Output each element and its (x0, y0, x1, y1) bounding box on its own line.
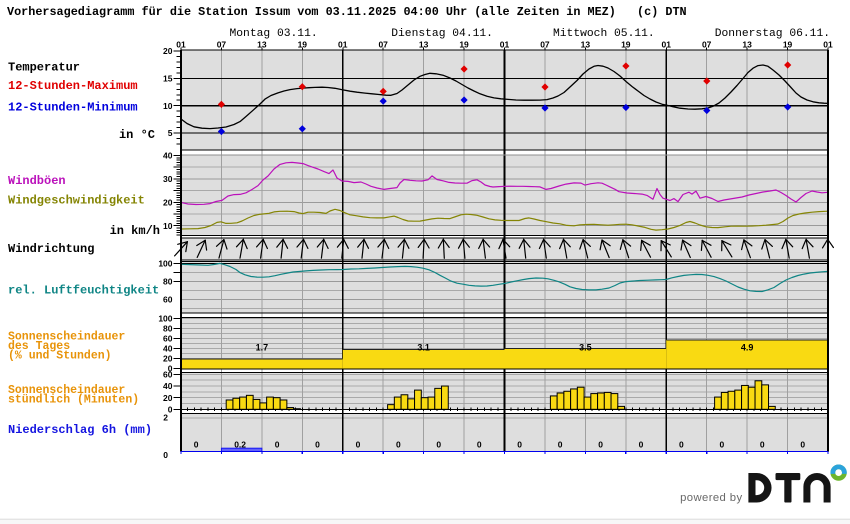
svg-text:stündlich (Minuten): stündlich (Minuten) (8, 394, 139, 407)
svg-text:0: 0 (315, 439, 320, 449)
svg-text:60: 60 (163, 370, 173, 380)
svg-text:0: 0 (168, 404, 173, 414)
svg-text:Temperatur: Temperatur (8, 61, 80, 75)
svg-text:Windrichtung: Windrichtung (8, 242, 94, 256)
svg-text:10: 10 (163, 101, 173, 111)
svg-text:3.5: 3.5 (579, 343, 592, 353)
svg-text:4.9: 4.9 (741, 343, 754, 353)
svg-text:100: 100 (158, 258, 172, 268)
svg-text:(% und Stunden): (% und Stunden) (8, 350, 112, 363)
svg-text:0: 0 (356, 439, 361, 449)
svg-text:10: 10 (163, 221, 173, 231)
svg-text:01: 01 (823, 39, 833, 49)
svg-text:Niederschlag 6h (mm): Niederschlag 6h (mm) (8, 423, 152, 437)
svg-text:19: 19 (783, 39, 793, 49)
svg-text:Vorhersagediagramm für die Sta: Vorhersagediagramm für die Station Issum… (7, 5, 687, 19)
svg-text:Windböen: Windböen (8, 174, 66, 188)
svg-text:40: 40 (163, 151, 173, 161)
svg-text:12-Stunden-Minimum: 12-Stunden-Minimum (8, 101, 138, 115)
svg-text:Mittwoch 05.11.: Mittwoch 05.11. (553, 28, 655, 40)
svg-text:0: 0 (168, 364, 173, 374)
svg-text:Windgeschwindigkeit: Windgeschwindigkeit (8, 194, 145, 208)
svg-text:in °C: in °C (119, 128, 155, 142)
svg-text:20: 20 (163, 393, 173, 403)
svg-text:0: 0 (800, 439, 805, 449)
svg-text:30: 30 (163, 174, 173, 184)
svg-text:100: 100 (158, 314, 172, 324)
svg-text:0: 0 (760, 439, 765, 449)
svg-text:80: 80 (163, 277, 173, 287)
svg-text:1.7: 1.7 (256, 343, 269, 353)
svg-text:powered by: powered by (680, 492, 742, 504)
svg-text:13: 13 (581, 39, 591, 49)
svg-text:01: 01 (500, 39, 510, 49)
svg-text:0: 0 (639, 439, 644, 449)
svg-text:80: 80 (163, 324, 173, 334)
svg-text:60: 60 (163, 295, 173, 305)
svg-text:0: 0 (558, 439, 563, 449)
svg-text:Sonnenscheindauer: Sonnenscheindauer (8, 384, 125, 397)
svg-text:Sonnenscheindauer: Sonnenscheindauer (8, 331, 125, 344)
svg-text:5: 5 (168, 128, 173, 138)
svg-text:40: 40 (163, 381, 173, 391)
svg-text:in km/h: in km/h (110, 224, 160, 238)
svg-text:Donnerstag 06.11.: Donnerstag 06.11. (715, 28, 830, 40)
svg-text:07: 07 (378, 39, 388, 49)
svg-text:07: 07 (702, 39, 712, 49)
svg-text:20: 20 (163, 46, 173, 56)
svg-text:19: 19 (459, 39, 469, 49)
svg-text:rel. Luftfeuchtigkeit: rel. Luftfeuchtigkeit (8, 284, 159, 298)
svg-text:13: 13 (257, 39, 267, 49)
svg-text:0: 0 (679, 439, 684, 449)
svg-text:40: 40 (163, 344, 173, 354)
svg-text:des Tages: des Tages (8, 340, 70, 353)
svg-text:0: 0 (396, 439, 401, 449)
svg-text:0: 0 (275, 439, 280, 449)
svg-text:0: 0 (436, 439, 441, 449)
svg-text:12-Stunden-Maximum: 12-Stunden-Maximum (8, 79, 138, 93)
svg-text:0: 0 (517, 439, 522, 449)
svg-text:15: 15 (163, 73, 173, 83)
svg-text:3.1: 3.1 (417, 343, 430, 353)
svg-text:01: 01 (662, 39, 672, 49)
svg-text:01: 01 (176, 39, 186, 49)
svg-text:19: 19 (621, 39, 631, 49)
svg-text:Dienstag 04.11.: Dienstag 04.11. (391, 28, 493, 40)
svg-text:2: 2 (163, 413, 168, 423)
svg-text:13: 13 (419, 39, 429, 49)
svg-text:19: 19 (298, 39, 308, 49)
svg-text:01: 01 (338, 39, 348, 49)
svg-text:20: 20 (163, 354, 173, 364)
svg-text:0: 0 (477, 439, 482, 449)
svg-text:0: 0 (598, 439, 603, 449)
svg-text:07: 07 (540, 39, 550, 49)
svg-text:0.2: 0.2 (234, 439, 246, 449)
svg-text:0: 0 (720, 439, 725, 449)
svg-text:60: 60 (163, 334, 173, 344)
svg-text:0: 0 (194, 439, 199, 449)
svg-text:20: 20 (163, 197, 173, 207)
svg-text:13: 13 (742, 39, 752, 49)
svg-text:Montag 03.11.: Montag 03.11. (230, 28, 318, 40)
svg-text:07: 07 (217, 39, 227, 49)
svg-text:0: 0 (163, 450, 168, 460)
